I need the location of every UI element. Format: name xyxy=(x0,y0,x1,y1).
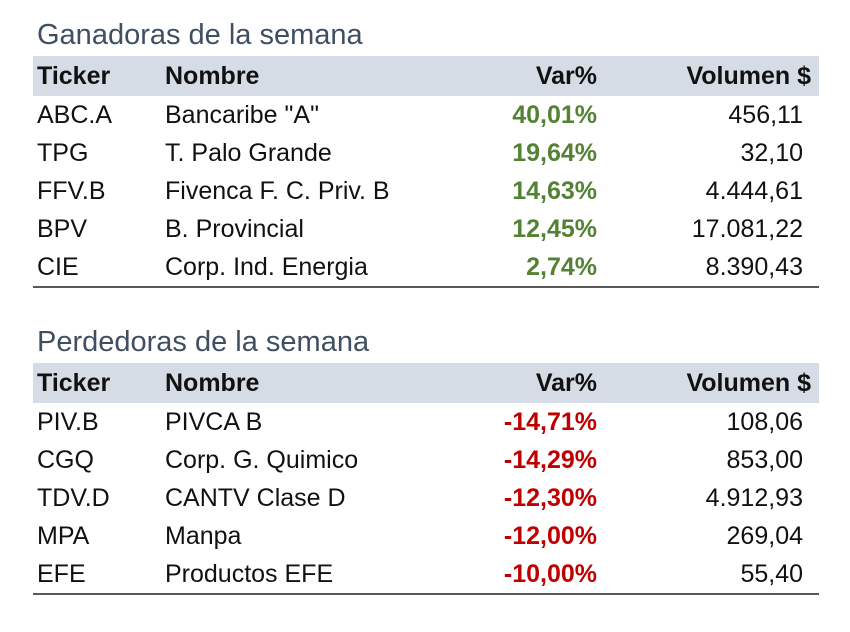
table-row: EFE Productos EFE -10,00% 55,40 xyxy=(33,555,819,595)
cell-ticker: TDV.D xyxy=(37,483,110,512)
cell-volume: 108,06 xyxy=(726,407,803,436)
cell-var: 19,64% xyxy=(512,138,597,167)
cell-var: -12,00% xyxy=(503,521,597,550)
cell-var: -10,00% xyxy=(461,555,613,595)
cell-var: 2,74% xyxy=(461,248,613,288)
gainers-table: Ticker Nombre Var% Volumen $ ABC.A Banca… xyxy=(33,56,819,288)
cell-volume: 8.390,43 xyxy=(613,248,819,288)
cell-name: PIVCA B xyxy=(165,407,263,436)
cell-var: -14,29% xyxy=(503,445,597,474)
cell-var: 14,63% xyxy=(512,176,597,205)
cell-volume: 4.912,93 xyxy=(705,483,803,512)
cell-volume: 4.444,61 xyxy=(705,176,803,205)
header-name: Nombre xyxy=(165,368,260,397)
cell-var: -14,71% xyxy=(503,407,597,436)
cell-volume: 32,10 xyxy=(740,138,803,167)
header-var: Var% xyxy=(535,368,597,397)
losers-header-row: Ticker Nombre Var% Volumen $ xyxy=(33,363,819,403)
cell-ticker: EFE xyxy=(33,555,161,595)
header-ticker: Ticker xyxy=(37,61,111,90)
losers-table: Ticker Nombre Var% Volumen $ PIV.B PIVCA… xyxy=(33,363,819,595)
cell-ticker: MPA xyxy=(37,521,90,550)
table-row: ABC.A Bancaribe "A" 40,01% 456,11 xyxy=(33,96,819,134)
table-row: TDV.D CANTV Clase D -12,30% 4.912,93 xyxy=(33,479,819,517)
losers-section: Perdedoras de la semana Ticker Nombre Va… xyxy=(33,321,819,595)
cell-volume: 853,00 xyxy=(726,445,803,474)
gainers-header-row: Ticker Nombre Var% Volumen $ xyxy=(33,56,819,96)
header-ticker: Ticker xyxy=(37,368,111,397)
cell-volume: 17.081,22 xyxy=(691,214,803,243)
gainers-section: Ganadoras de la semana Ticker Nombre Var… xyxy=(33,14,819,288)
table-row: CGQ Corp. G. Quimico -14,29% 853,00 xyxy=(33,441,819,479)
table-row: TPG T. Palo Grande 19,64% 32,10 xyxy=(33,134,819,172)
cell-name: Manpa xyxy=(165,521,242,550)
cell-name: Bancaribe "A" xyxy=(165,100,319,129)
cell-name: B. Provincial xyxy=(165,214,304,243)
gainers-title: Ganadoras de la semana xyxy=(37,19,363,51)
header-var: Var% xyxy=(535,61,597,90)
header-volume: Volumen $ xyxy=(686,61,811,90)
losers-title: Perdedoras de la semana xyxy=(37,326,370,358)
cell-name: Productos EFE xyxy=(161,555,461,595)
cell-name: Fivenca F. C. Priv. B xyxy=(165,176,390,205)
cell-ticker: TPG xyxy=(37,138,89,167)
cell-ticker: PIV.B xyxy=(37,407,99,436)
cell-volume: 269,04 xyxy=(726,521,803,550)
cell-var: -12,30% xyxy=(503,483,597,512)
table-row: CIE Corp. Ind. Energia 2,74% 8.390,43 xyxy=(33,248,819,288)
table-row: BPV B. Provincial 12,45% 17.081,22 xyxy=(33,210,819,248)
cell-ticker: BPV xyxy=(37,214,88,243)
cell-name: Corp. Ind. Energia xyxy=(161,248,461,288)
cell-var: 12,45% xyxy=(512,214,597,243)
table-row: MPA Manpa -12,00% 269,04 xyxy=(33,517,819,555)
cell-name: T. Palo Grande xyxy=(165,138,332,167)
header-volume: Volumen $ xyxy=(686,368,811,397)
cell-name: Corp. G. Quimico xyxy=(165,445,359,474)
cell-volume: 55,40 xyxy=(613,555,819,595)
header-name: Nombre xyxy=(165,61,260,90)
table-row: FFV.B Fivenca F. C. Priv. B 14,63% 4.444… xyxy=(33,172,819,210)
cell-name: CANTV Clase D xyxy=(165,483,346,512)
cell-var: 40,01% xyxy=(512,100,597,129)
cell-ticker: CIE xyxy=(33,248,161,288)
cell-ticker: FFV.B xyxy=(37,176,106,205)
cell-volume: 456,11 xyxy=(728,100,803,129)
table-row: PIV.B PIVCA B -14,71% 108,06 xyxy=(33,403,819,441)
cell-ticker: ABC.A xyxy=(37,100,113,129)
cell-ticker: CGQ xyxy=(37,445,94,474)
